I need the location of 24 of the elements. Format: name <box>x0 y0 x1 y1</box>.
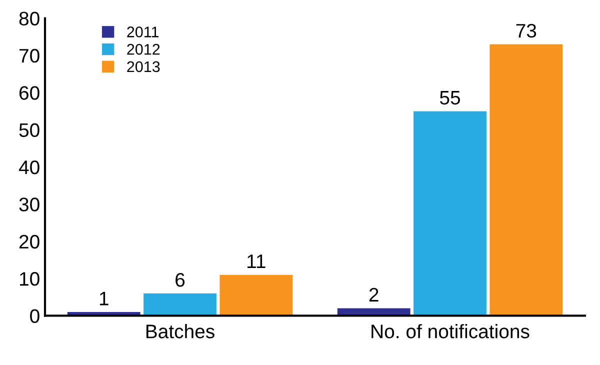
y-tick-label: 50 <box>19 123 40 138</box>
y-tick-label: 20 <box>19 234 40 249</box>
bar <box>220 274 293 316</box>
y-tick-label: 0 <box>30 309 40 323</box>
data-label: 73 <box>516 24 536 38</box>
y-tick-label: 40 <box>18 160 40 174</box>
data-label: 2 <box>369 288 378 302</box>
bar <box>144 293 216 316</box>
data-label: 1 <box>100 292 108 306</box>
data-label: 11 <box>248 254 266 268</box>
data-label: 55 <box>440 91 460 105</box>
x-tick-label: No. of notifications <box>372 324 530 338</box>
x-tick-label: Batches <box>146 324 214 338</box>
y-tick-label: 10 <box>20 272 40 286</box>
legend-label: 2012 <box>127 44 160 55</box>
data-label: 6 <box>176 273 185 287</box>
y-tick-label: 80 <box>19 12 40 26</box>
y-tick-label: 60 <box>20 86 40 100</box>
bar <box>414 111 486 316</box>
y-tick-label: 70 <box>20 48 40 63</box>
legend-label: 2013 <box>127 61 160 72</box>
bar <box>490 44 563 316</box>
y-tick-label: 30 <box>19 198 40 212</box>
legend-label: 2011 <box>127 26 159 38</box>
